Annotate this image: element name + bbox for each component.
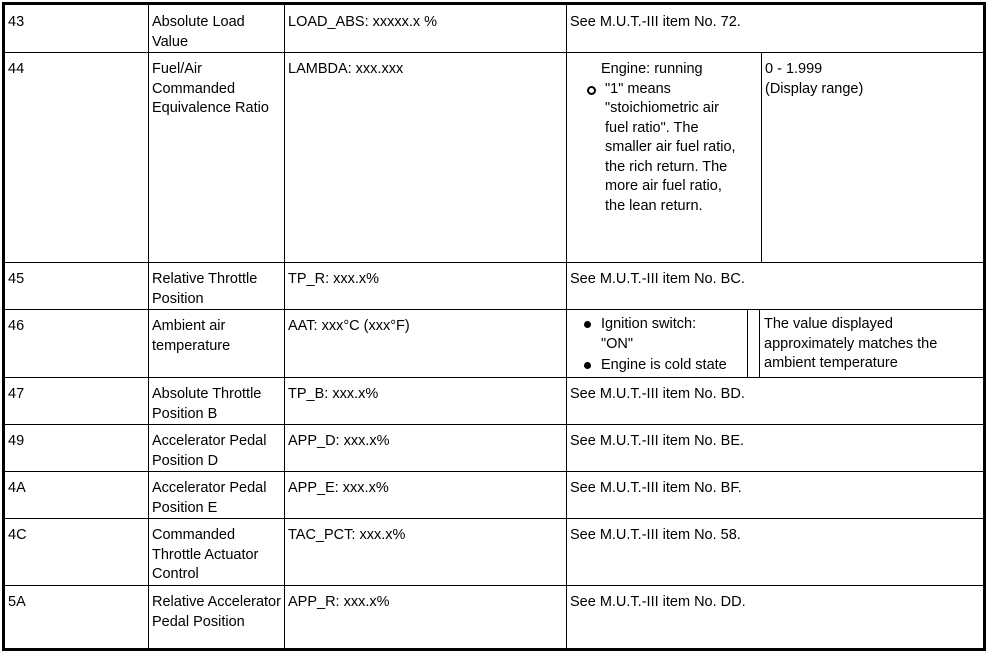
condition-bullet: "1" means "stoichiometric air fuel ratio… <box>585 80 745 217</box>
display-cell: TAC_PCT: xxx.x% <box>285 518 567 585</box>
pid-cell: 43 <box>5 5 149 52</box>
pid-cell: 4C <box>5 518 149 585</box>
item-name-cell: Fuel/Air Commanded Equivalence Ratio <box>149 52 285 262</box>
remark-cell: See M.U.T.-III item No. BC. <box>570 271 745 287</box>
item-name-cell: Accelerator Pedal Position E <box>149 471 285 518</box>
pid-cell: 47 <box>5 377 149 424</box>
table-row: 4A Accelerator Pedal Position E APP_E: x… <box>5 471 983 519</box>
display-cell: LOAD_ABS: xxxxx.x % <box>285 5 567 52</box>
item-name-cell: Ambient air temperature <box>149 309 285 377</box>
pid-cell: 45 <box>5 262 149 309</box>
display-cell: APP_E: xxx.x% <box>285 471 567 518</box>
remark-cell: See M.U.T.-III item No. 72. <box>570 14 741 30</box>
display-cell: AAT: xxx°C (xxx°F) <box>285 309 567 377</box>
display-cell: APP_D: xxx.x% <box>285 424 567 471</box>
item-name-cell: Absolute Throttle Position B <box>149 377 285 424</box>
remark-cell: See M.U.T.-III item No. 58. <box>570 527 741 543</box>
condition-cell: Ignition switch: "ON" Engine is cold sta… <box>567 309 983 377</box>
pid-cell: 44 <box>5 52 149 262</box>
table-row: 43 Absolute Load Value LOAD_ABS: xxxxx.x… <box>5 5 983 53</box>
condition-cell: Engine: running "1" means "stoichiometri… <box>567 52 983 262</box>
table-row: 44 Fuel/Air Commanded Equivalence Ratio … <box>5 52 983 263</box>
item-name-cell: Commanded Throttle Actuator Control <box>149 518 285 585</box>
pid-cell: 4A <box>5 471 149 518</box>
normal-condition: 0 - 1.999 (Display range) <box>765 61 864 97</box>
display-cell: LAMBDA: xxx.xxx <box>285 52 567 262</box>
table-row: 47 Absolute Throttle Position B TP_B: xx… <box>5 377 983 425</box>
remark-cell: See M.U.T.-III item No. BE. <box>570 433 745 449</box>
table-row: 45 Relative Throttle Position TP_R: xxx.… <box>5 262 983 310</box>
item-name-cell: Relative Throttle Position <box>149 262 285 309</box>
pid-cell: 49 <box>5 424 149 471</box>
item-name-cell: Relative Accelerator Pedal Position <box>149 585 285 648</box>
divider <box>748 309 760 377</box>
item-name-cell: Absolute Load Value <box>149 5 285 52</box>
remark-cell: See M.U.T.-III item No. BD. <box>570 386 745 402</box>
data-table: 43 Absolute Load Value LOAD_ABS: xxxxx.x… <box>2 2 986 651</box>
condition-bullet: Ignition switch: "ON" <box>581 315 731 354</box>
remark-cell: See M.U.T.-III item No. BF. <box>570 480 742 496</box>
pid-cell: 46 <box>5 309 149 377</box>
condition-text: Engine: running <box>601 61 703 77</box>
remark-cell: See M.U.T.-III item No. DD. <box>570 594 746 610</box>
pid-cell: 5A <box>5 585 149 648</box>
item-name-cell: Accelerator Pedal Position D <box>149 424 285 471</box>
display-cell: APP_R: xxx.x% <box>285 585 567 648</box>
display-cell: TP_B: xxx.x% <box>285 377 567 424</box>
table-row: 5A Relative Accelerator Pedal Position A… <box>5 585 983 648</box>
table-row: 4C Commanded Throttle Actuator Control T… <box>5 518 983 586</box>
table-row: 46 Ambient air temperature AAT: xxx°C (x… <box>5 309 983 378</box>
normal-condition: The value displayed approximately matche… <box>764 316 938 371</box>
check-condition: Engine: running "1" means "stoichiometri… <box>567 52 762 262</box>
display-cell: TP_R: xxx.x% <box>285 262 567 309</box>
condition-bullet: Engine is cold state <box>581 356 747 376</box>
table-row: 49 Accelerator Pedal Position D APP_D: x… <box>5 424 983 472</box>
check-condition: Ignition switch: "ON" Engine is cold sta… <box>567 309 748 377</box>
